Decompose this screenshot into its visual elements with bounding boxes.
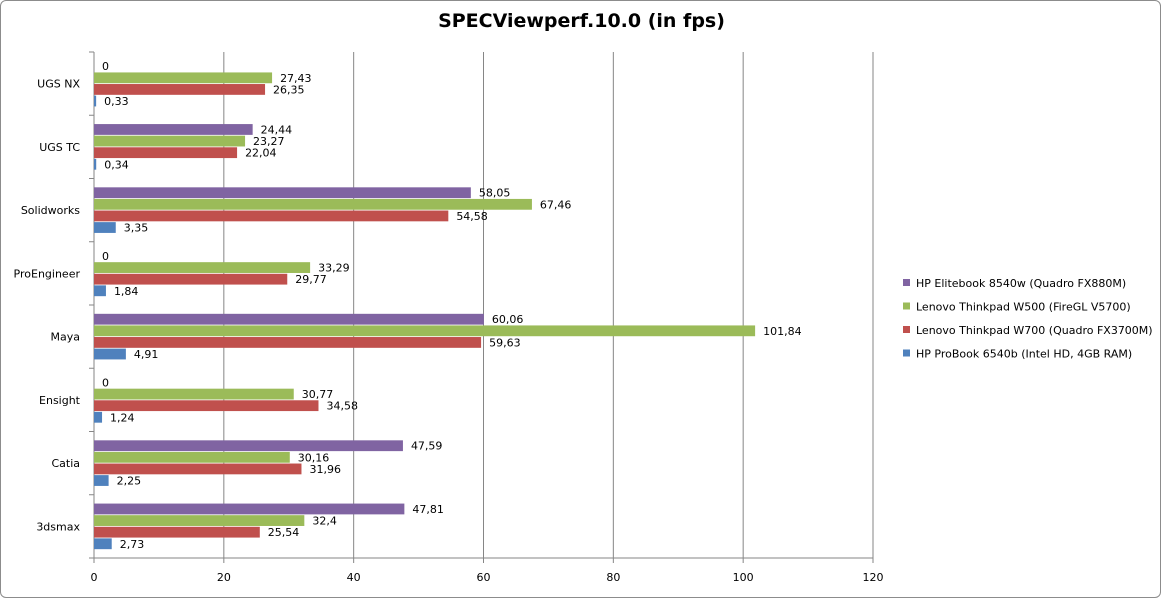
data-label-3-4: 4,91: [134, 348, 159, 361]
y-category-label-5: Ensight: [39, 394, 81, 407]
bar-1-4: [94, 325, 756, 337]
data-label-2-3: 29,77: [295, 273, 327, 286]
data-label-3-2: 3,35: [124, 222, 149, 235]
data-label-0-6: 47,59: [411, 440, 443, 453]
bar-2-2: [94, 210, 449, 222]
x-tick-label-3: 60: [477, 571, 491, 584]
bar-1-0: [94, 72, 273, 84]
data-label-2-2: 54,58: [456, 210, 488, 223]
data-label-1-7: 32,4: [312, 515, 337, 528]
legend-swatch-3: [903, 349, 910, 357]
legend-label-1: Lenovo Thinkpad W500 (FireGL V5700): [916, 301, 1131, 314]
data-label-0-2: 58,05: [479, 187, 511, 200]
bar-3-4: [94, 348, 126, 360]
bar-0-4: [94, 313, 484, 325]
data-label-3-7: 2,73: [120, 538, 145, 551]
data-label-1-3: 33,29: [318, 262, 350, 275]
bar-3-3: [94, 285, 106, 297]
y-category-label-1: UGS TC: [39, 141, 80, 154]
bar-3-5: [94, 411, 103, 423]
bar-3-0: [94, 95, 97, 107]
bar-3-6: [94, 475, 109, 486]
x-tick-label-6: 120: [863, 571, 884, 584]
data-label-1-0: 27,43: [280, 72, 312, 85]
legend-swatch-0: [903, 279, 910, 286]
data-label-0-3: 0: [102, 250, 109, 263]
bar-1-3: [94, 262, 311, 273]
data-label-0-0: 0: [102, 60, 109, 73]
data-label-1-5: 30,77: [302, 388, 334, 401]
bar-2-3: [94, 273, 288, 285]
bar-2-1: [94, 147, 238, 159]
data-label-3-1: 0,34: [104, 158, 129, 171]
data-label-1-6: 30,16: [298, 451, 330, 464]
bar-1-5: [94, 388, 294, 400]
bar-2-0: [94, 84, 266, 95]
bar-1-1: [94, 135, 246, 147]
data-label-1-2: 67,46: [540, 198, 572, 211]
data-label-0-5: 0: [102, 376, 109, 389]
y-category-label-0: UGS NX: [37, 78, 80, 91]
bar-0-6: [94, 440, 403, 452]
bar-3-7: [94, 538, 112, 550]
data-label-3-5: 1,24: [110, 411, 135, 424]
bar-0-1: [94, 124, 253, 135]
data-label-0-7: 47,81: [412, 503, 444, 516]
bar-3-1: [94, 158, 97, 170]
bar-0-2: [94, 187, 471, 199]
data-label-2-1: 22,04: [245, 147, 277, 160]
y-category-label-2: Solidworks: [21, 204, 80, 217]
data-label-1-1: 23,27: [253, 135, 285, 148]
legend-label-2: Lenovo Thinkpad W700 (Quadro FX3700M): [916, 324, 1153, 337]
y-category-label-6: Catia: [51, 457, 80, 470]
data-label-2-4: 59,63: [489, 336, 521, 349]
y-category-label-7: 3dsmax: [36, 520, 80, 533]
bar-1-2: [94, 198, 532, 210]
x-tick-label-4: 80: [606, 571, 620, 584]
x-tick-label-1: 20: [217, 571, 231, 584]
bar-2-5: [94, 400, 319, 412]
bar-0-7: [94, 503, 405, 515]
legend-label-0: HP Elitebook 8540w (Quadro FX880M): [916, 277, 1126, 290]
legend-swatch-1: [903, 302, 910, 310]
y-category-label-4: Maya: [51, 331, 80, 344]
data-label-1-4: 101,84: [763, 325, 802, 338]
data-label-3-6: 2,25: [117, 475, 142, 488]
bar-2-7: [94, 526, 260, 538]
data-label-0-4: 60,06: [492, 313, 524, 326]
x-tick-label-5: 100: [733, 571, 754, 584]
legend-swatch-2: [903, 326, 910, 333]
data-label-0-1: 24,44: [261, 123, 293, 136]
legend-label-3: HP ProBook 6540b (Intel HD, 4GB RAM): [916, 348, 1132, 361]
bar-1-6: [94, 451, 290, 463]
data-label-2-7: 25,54: [268, 526, 300, 539]
data-label-2-6: 31,96: [309, 463, 341, 476]
y-category-label-3: ProEngineer: [14, 267, 81, 280]
bar-1-7: [94, 515, 305, 526]
x-tick-label-0: 0: [91, 571, 98, 584]
data-label-2-5: 34,58: [326, 400, 358, 413]
x-tick-label-2: 40: [347, 571, 361, 584]
chart-title: SPECViewperf.10.0 (in fps): [438, 10, 725, 32]
bar-2-4: [94, 337, 482, 348]
data-label-2-0: 26,35: [273, 83, 305, 96]
bar-2-6: [94, 463, 302, 475]
bar-3-2: [94, 222, 116, 233]
data-label-3-0: 0,33: [104, 95, 128, 108]
data-label-3-3: 1,84: [114, 285, 139, 298]
